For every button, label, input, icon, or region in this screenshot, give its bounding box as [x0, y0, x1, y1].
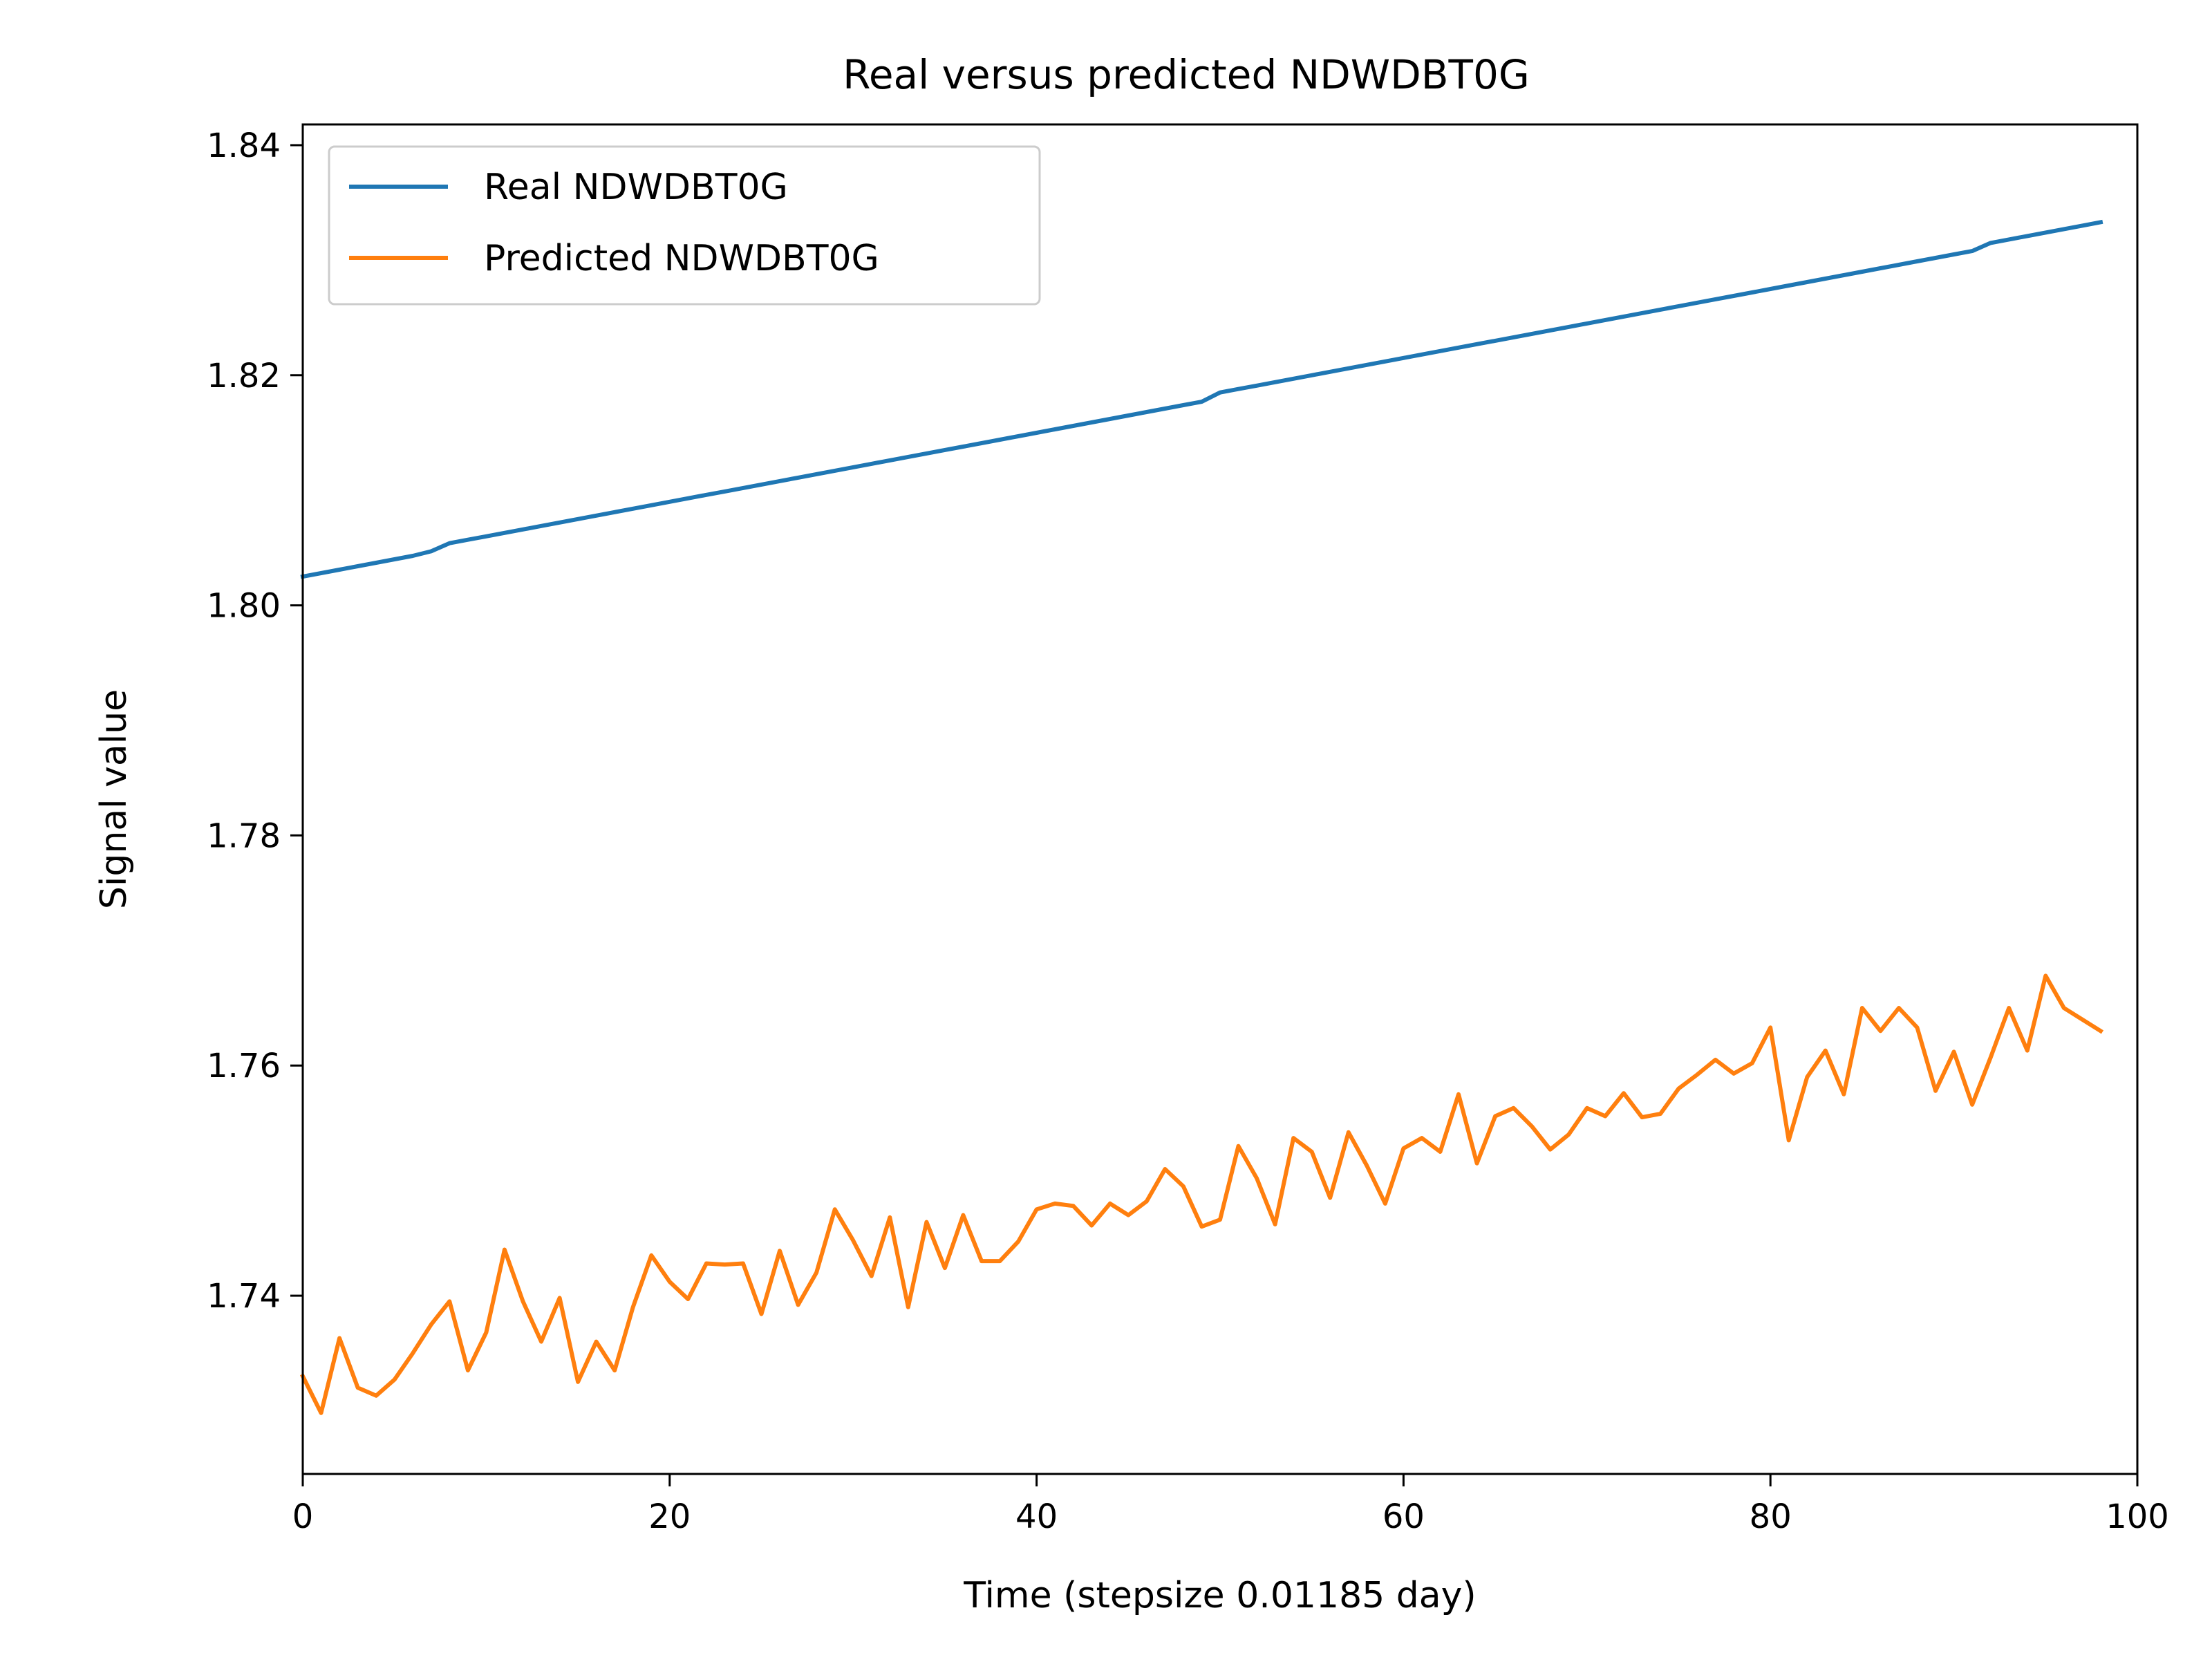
- y-tick-label: 1.74: [207, 1277, 281, 1316]
- legend-label-real: Real NDWDBT0G: [484, 167, 788, 208]
- x-axis: 0 20 40 60 80 100: [292, 1474, 2169, 1536]
- x-axis-title: Time (stepsize 0.01185 day): [963, 1575, 1476, 1616]
- x-tick-label: 60: [1382, 1497, 1425, 1536]
- x-tick-label: 80: [1750, 1497, 1792, 1536]
- y-tick-label: 1.82: [207, 357, 281, 395]
- legend: Real NDWDBT0G Predicted NDWDBT0G: [328, 145, 1041, 306]
- y-tick-label: 1.78: [207, 816, 281, 855]
- series-layer: [299, 219, 2104, 1415]
- x-tick-label: 40: [1015, 1497, 1058, 1536]
- x-tick-label: 0: [292, 1497, 314, 1536]
- x-tick-label: 20: [648, 1497, 691, 1536]
- y-tick-label: 1.84: [207, 127, 281, 165]
- y-axis-title: Signal value: [93, 689, 135, 909]
- series-line-predicted-ndwdbt0g: [299, 973, 2104, 1415]
- x-tick-label: 100: [2106, 1497, 2169, 1536]
- series-line-real-ndwdbt0g: [300, 219, 2103, 579]
- chart-title: Real versus predicted NDWDBT0G: [843, 51, 1530, 98]
- y-axis: 1.74 1.76 1.78 1.80 1.82 1.84: [207, 127, 303, 1316]
- y-tick-label: 1.76: [207, 1047, 281, 1085]
- plot-frame: [301, 123, 2139, 1475]
- y-tick-label: 1.80: [207, 587, 281, 626]
- legend-box: [328, 145, 1041, 306]
- legend-label-predicted: Predicted NDWDBT0G: [484, 238, 879, 279]
